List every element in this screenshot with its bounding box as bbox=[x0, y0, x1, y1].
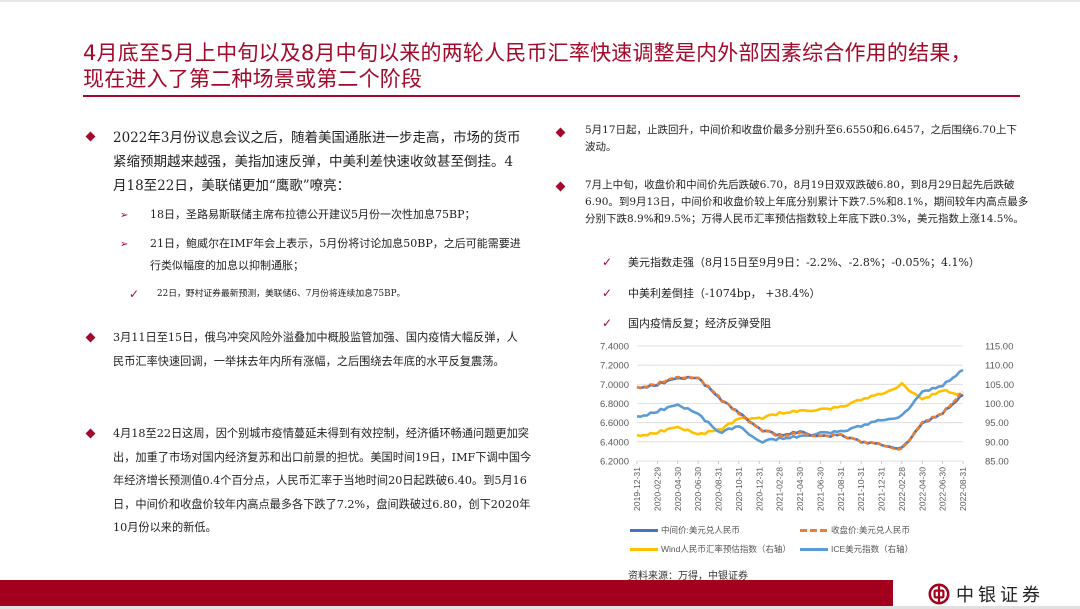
legend-close-price: 收盘价:美元兑人民币 bbox=[800, 524, 910, 536]
left-bullet-1: 2022年3月份议息会议之后，随着美国通胀进一步走高，市场的货币紧缩预期越来越强… bbox=[113, 130, 521, 194]
bullet-diamond-icon bbox=[555, 127, 566, 138]
chart-source: 资料来源：万得，中银证券 bbox=[628, 571, 748, 582]
series-line bbox=[636, 368, 964, 444]
right-bullet-1: 5月17日起，止跌回升，中间价和收盘价最多分别升至6.6550和6.6457，之… bbox=[585, 124, 1017, 153]
slide-title: 4月底至5月上中旬以及8月中旬以来的两轮人民币汇率快速调整是内外部因素综合作用的… bbox=[83, 40, 1043, 92]
series-line bbox=[636, 375, 964, 450]
arrow-bullet-icon: ➢ bbox=[120, 239, 129, 250]
svg-text:100.00: 100.00 bbox=[985, 399, 1014, 410]
check-icon: ✓ bbox=[602, 286, 613, 300]
left-bullet-3: 4月18至22日这周，因个别城市疫情蔓延未得到有效控制，经济循环畅通问题更加突出… bbox=[113, 427, 532, 534]
brand-name: 中银证券 bbox=[956, 585, 1044, 606]
right-bullet-2: 7月上中旬，收盘价和中间价先后跌破6.70，8月19日双双跌破6.80，到8月2… bbox=[585, 179, 1029, 225]
svg-text:6.8000: 6.8000 bbox=[600, 399, 629, 410]
check-icon: ✓ bbox=[602, 316, 613, 330]
legend-label: 中间价:美元兑人民币 bbox=[661, 525, 740, 535]
legend-label: Wind人民币汇率预估指数（右轴） bbox=[661, 544, 791, 554]
legend-label: 收盘价:美元兑人民币 bbox=[831, 525, 910, 535]
check-item-2: 中美利差倒挂（-1074bp， +38.4%） bbox=[628, 287, 821, 300]
svg-text:2020-08-31: 2020-08-31 bbox=[714, 467, 724, 511]
svg-text:2020-02-29: 2020-02-29 bbox=[652, 467, 662, 511]
boc-logo-icon bbox=[928, 583, 950, 605]
svg-text:7.0000: 7.0000 bbox=[600, 380, 629, 391]
legend-dash-icon bbox=[800, 528, 828, 532]
title-line-2: 现在进入了第二种场景或第二个阶段 bbox=[83, 67, 423, 91]
svg-text:6.6000: 6.6000 bbox=[600, 418, 629, 429]
sub-bullet-1: 18日，圣路易斯联储主席布拉德公开建议5月份一次性加息75BP； bbox=[150, 208, 476, 221]
check-item-1: 美元指数走强（8月15日至9月9日：-2.2%、-2.8%；-0.05%；4.1… bbox=[628, 256, 980, 269]
footer-bar bbox=[0, 580, 893, 606]
sub-bullet-2: 21日，鲍威尔在IMF年会上表示，5月份将讨论加息50BP，之后可能需要进行类似… bbox=[150, 237, 521, 272]
svg-text:2021-10-31: 2021-10-31 bbox=[856, 467, 866, 511]
svg-text:2021-06-30: 2021-06-30 bbox=[815, 467, 825, 511]
legend-line-icon bbox=[800, 547, 828, 551]
arrow-bullet-icon: ➢ bbox=[120, 210, 129, 221]
legend-line-icon bbox=[630, 528, 658, 532]
svg-text:7.2000: 7.2000 bbox=[600, 361, 629, 372]
svg-text:2020-12-31: 2020-12-31 bbox=[754, 467, 764, 511]
check-icon: ✓ bbox=[602, 255, 613, 269]
title-underline bbox=[83, 95, 1020, 97]
bullet-diamond-icon bbox=[85, 332, 96, 343]
svg-text:110.00: 110.00 bbox=[985, 361, 1013, 372]
legend-ice-dollar-index: ICE美元指数（右轴） bbox=[800, 543, 913, 555]
svg-text:7.4000: 7.4000 bbox=[600, 342, 629, 353]
series-line bbox=[636, 381, 964, 438]
left-bullet-2: 3月11日至15日，俄乌冲突风险外溢叠加中概股监管加强、国内疫情大幅反弹，人民币… bbox=[113, 331, 518, 368]
bullet-diamond-icon bbox=[555, 181, 566, 192]
check-icon: ✓ bbox=[129, 287, 140, 301]
svg-text:2020-04-30: 2020-04-30 bbox=[673, 467, 683, 511]
footer-bottom-rule bbox=[0, 606, 1080, 609]
brand-logo: 中银证券 bbox=[928, 581, 1044, 607]
svg-text:85.00: 85.00 bbox=[985, 457, 1009, 468]
legend-line-icon bbox=[630, 547, 658, 551]
bullet-diamond-icon bbox=[85, 428, 96, 439]
svg-text:105.00: 105.00 bbox=[985, 380, 1014, 391]
legend-wind-index: Wind人民币汇率预估指数（右轴） bbox=[630, 543, 791, 555]
svg-text:2022-02-28: 2022-02-28 bbox=[897, 467, 907, 511]
svg-text:2019-12-31: 2019-12-31 bbox=[632, 467, 642, 511]
svg-text:2021-12-31: 2021-12-31 bbox=[877, 467, 887, 511]
legend-mid-price: 中间价:美元兑人民币 bbox=[630, 524, 740, 536]
svg-text:6.2000: 6.2000 bbox=[600, 457, 629, 468]
series-line bbox=[636, 375, 964, 451]
svg-text:2022-06-30: 2022-06-30 bbox=[938, 467, 948, 511]
svg-text:6.4000: 6.4000 bbox=[600, 437, 629, 448]
svg-text:2021-08-31: 2021-08-31 bbox=[836, 467, 846, 511]
svg-text:2020-10-31: 2020-10-31 bbox=[734, 467, 744, 511]
svg-text:2021-02-28: 2021-02-28 bbox=[775, 467, 785, 511]
exchange-rate-chart: 6.2000 6.4000 6.6000 6.8000 7.0000 7.2000 7.40… bbox=[600, 342, 1014, 511]
bullet-diamond-icon bbox=[85, 131, 96, 142]
svg-text:2022-08-31: 2022-08-31 bbox=[958, 467, 968, 511]
top-border bbox=[0, 0, 1080, 2]
svg-text:115.00: 115.00 bbox=[985, 342, 1013, 353]
svg-text:2021-04-30: 2021-04-30 bbox=[795, 467, 805, 511]
check-item-3: 国内疫情反复；经济反弹受阻 bbox=[628, 317, 771, 330]
svg-text:2020-06-30: 2020-06-30 bbox=[693, 467, 703, 511]
svg-text:95.00: 95.00 bbox=[985, 418, 1009, 429]
legend-label: ICE美元指数（右轴） bbox=[831, 544, 914, 554]
svg-text:2022-04-30: 2022-04-30 bbox=[917, 467, 927, 511]
sub-bullet-3: 22日，野村证券最新预测，美联储6、7月份将连续加息75BP。 bbox=[157, 289, 406, 299]
svg-text:90.00: 90.00 bbox=[985, 437, 1009, 448]
title-line-1: 4月底至5月上中旬以及8月中旬以来的两轮人民币汇率快速调整是内外部因素综合作用的… bbox=[83, 41, 972, 65]
